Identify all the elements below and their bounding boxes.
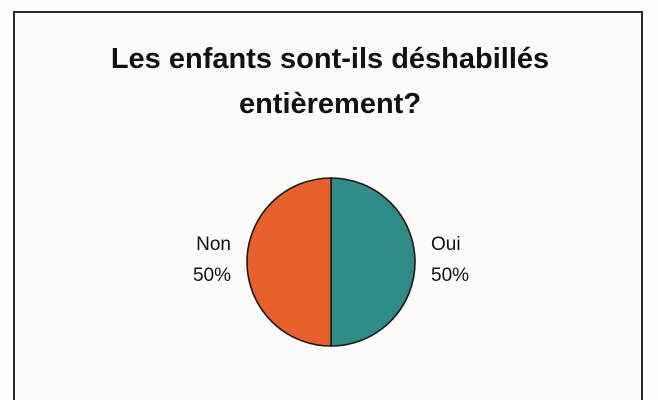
slice-value-oui: 50% [431, 265, 469, 286]
pie-slice-oui [330, 177, 416, 347]
chart-title: Les enfants sont-ils déshabillés entière… [15, 37, 645, 127]
slice-value-non: 50% [193, 265, 231, 286]
pie-slices [246, 177, 416, 347]
pie-slice-non [246, 177, 332, 347]
chart-title-line-1: Les enfants sont-ils déshabillés [110, 43, 550, 75]
chart-title-line-2: entièrement? [238, 88, 422, 120]
chart-frame: Les enfants sont-ils déshabillés entière… [13, 11, 643, 400]
slice-label-oui: Oui [431, 234, 461, 255]
pie-labels: Oui 50% Non 50% [193, 234, 469, 286]
pie-chart: Oui 50% Non 50% [193, 177, 469, 347]
slice-label-non: Non [196, 234, 231, 255]
